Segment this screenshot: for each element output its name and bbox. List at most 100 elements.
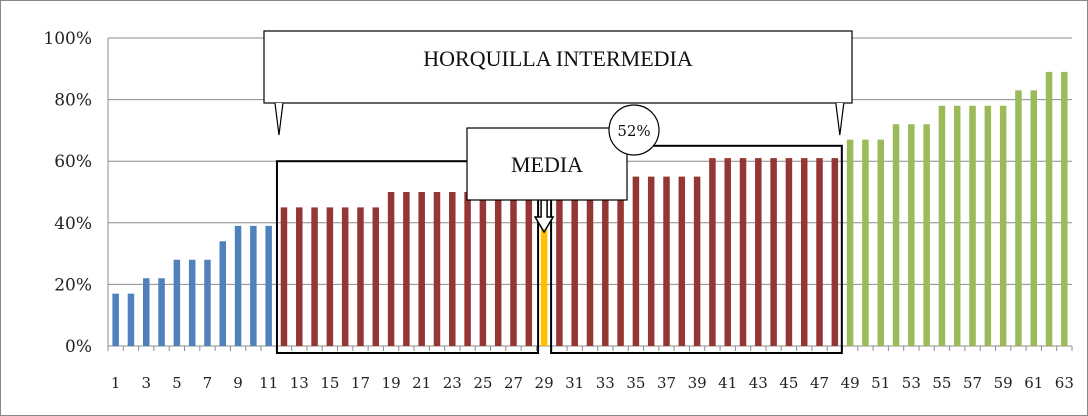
x-tick-label: 23 [443, 374, 462, 392]
range-callout-box [263, 30, 853, 104]
bar [908, 124, 915, 347]
range-bracket-right [550, 144, 843, 354]
bar [999, 105, 1007, 346]
bar [586, 192, 594, 346]
x-tick-label: 37 [657, 374, 676, 392]
x-tick-label: 35 [626, 374, 645, 392]
y-tick-label: 20% [54, 275, 92, 295]
bar [234, 225, 242, 346]
bar [326, 207, 334, 346]
bar [693, 176, 701, 346]
x-tick-label: 3 [141, 374, 151, 392]
bar [265, 225, 272, 346]
bar [357, 207, 364, 346]
median-callout-box [466, 127, 628, 201]
x-tick-label: 57 [963, 374, 982, 392]
bar [280, 207, 288, 346]
x-tick-label: 31 [565, 374, 584, 392]
x-tick-label: 55 [932, 374, 951, 392]
x-tick-label: 11 [259, 374, 278, 392]
bar [540, 185, 548, 346]
bar [449, 192, 456, 346]
bar [464, 192, 471, 346]
x-tick-label: 9 [233, 374, 243, 392]
y-tick-label: 40% [54, 214, 92, 234]
bar [724, 158, 731, 346]
bar [571, 192, 578, 346]
bar [862, 139, 869, 346]
bar [311, 207, 318, 346]
bar [816, 158, 823, 346]
x-tick-label: 19 [382, 374, 401, 392]
range-label: HORQUILLA INTERMEDIA [423, 46, 693, 71]
bar [143, 278, 150, 346]
x-tick-label: 43 [749, 374, 768, 392]
bar [602, 192, 609, 346]
bar [770, 158, 777, 346]
bar [617, 192, 624, 346]
bar [1015, 90, 1022, 346]
x-tick-label: 41 [718, 374, 737, 392]
x-tick-label: 47 [810, 374, 829, 392]
bar [296, 207, 303, 346]
x-tick-label: 59 [994, 374, 1013, 392]
bar [250, 225, 257, 346]
bar [204, 259, 211, 346]
bar [494, 192, 502, 346]
y-tick-label: 0% [65, 337, 92, 357]
y-axis-ticks: 0% 20% 40% 60% 80% 100% [43, 29, 92, 357]
bar [387, 192, 395, 346]
range-callout-pointer-left [274, 102, 284, 136]
bar [663, 176, 670, 346]
bar [219, 241, 227, 346]
bar [709, 158, 716, 346]
bar [938, 105, 946, 346]
annotations: HORQUILLA INTERMEDIA MEDIA 52% [263, 30, 853, 354]
bar [755, 158, 762, 346]
y-tick-label: 60% [54, 152, 92, 172]
bar [846, 139, 854, 346]
bar [556, 192, 563, 346]
bar [525, 192, 533, 346]
bar [1030, 90, 1037, 346]
x-tick-label: 7 [203, 374, 213, 392]
median-value-label: 52% [617, 122, 650, 140]
bar [372, 207, 380, 346]
x-tick-label: 63 [1055, 374, 1074, 392]
bar [969, 105, 976, 346]
bar [403, 192, 410, 346]
x-tick-label: 33 [596, 374, 615, 392]
bar [188, 259, 196, 346]
x-tick-label: 53 [902, 374, 921, 392]
x-tick-label: 29 [535, 374, 554, 392]
bar [112, 293, 119, 346]
bar [678, 176, 686, 346]
bar [831, 158, 839, 346]
bar [1061, 71, 1068, 346]
x-tick-label: 17 [351, 374, 370, 392]
x-tick-label: 15 [320, 374, 339, 392]
bar [632, 176, 640, 346]
bar [739, 158, 747, 346]
bar [877, 139, 884, 346]
range-bracket-left [275, 160, 540, 354]
x-tick-label: 39 [688, 374, 707, 392]
median-arrow [533, 199, 555, 234]
median-value-badge [608, 104, 660, 156]
x-tick-label: 45 [779, 374, 798, 392]
bar [647, 176, 655, 346]
x-tick-label: 49 [841, 374, 860, 392]
bar [953, 105, 961, 346]
bar [785, 158, 793, 346]
x-tick-label: 27 [504, 374, 523, 392]
bar [923, 124, 930, 347]
x-tick-label: 61 [1024, 374, 1043, 392]
median-label: MEDIA [511, 152, 583, 177]
bar [433, 192, 441, 346]
x-tick-label: 25 [473, 374, 492, 392]
bar [127, 293, 135, 346]
x-tick-label: 1 [111, 374, 121, 392]
bar [800, 158, 808, 346]
y-tick-label: 80% [54, 91, 92, 111]
